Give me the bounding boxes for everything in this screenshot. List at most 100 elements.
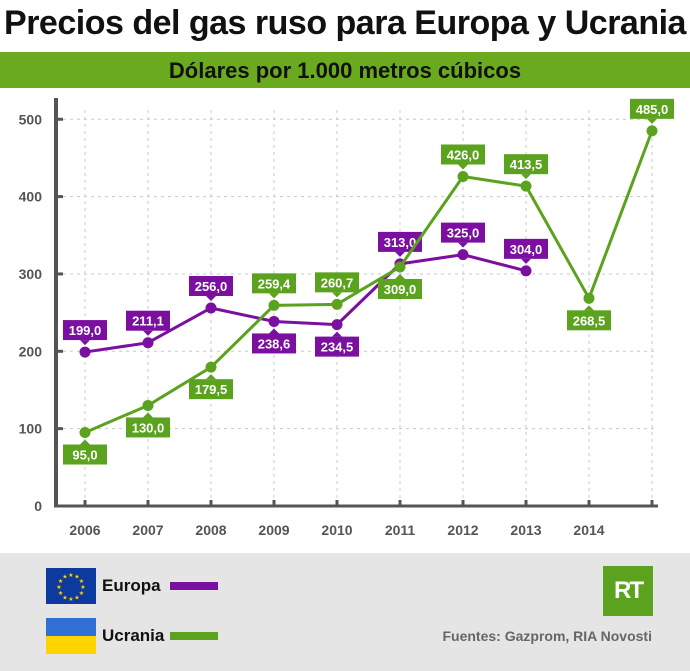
data-label-ucrania: 413,5 (504, 154, 548, 180)
data-label-pointer (458, 164, 468, 170)
data-label-pointer (332, 292, 342, 298)
y-tick-label: 400 (19, 189, 43, 205)
data-label-box (126, 417, 170, 438)
data-point-ucrania (394, 261, 406, 273)
data-point-europa (142, 337, 154, 349)
data-label-ucrania: 130,0 (126, 412, 170, 438)
svg-text:★: ★ (62, 594, 67, 601)
svg-text:★: ★ (79, 578, 84, 585)
svg-text:★: ★ (80, 584, 85, 591)
data-label-box (63, 320, 107, 341)
x-tick-label: 2014 (573, 522, 604, 538)
legend-label-ucrania: Ucrania (102, 626, 165, 645)
svg-text:★: ★ (79, 590, 84, 597)
data-label-box (189, 275, 233, 296)
data-point-europa (268, 315, 280, 327)
data-label-pointer (584, 305, 594, 311)
sources-text: Fuentes: Gazprom, RIA Novosti (442, 628, 652, 644)
data-label-text: 426,0 (447, 147, 480, 162)
data-point-europa (457, 249, 469, 261)
data-label-box (252, 273, 296, 294)
data-label-text: 95,0 (72, 448, 97, 463)
x-tick-label: 2010 (321, 522, 352, 538)
data-label-ucrania: 485,0 (630, 98, 674, 124)
legend-item-ucrania: Ucrania (46, 618, 218, 654)
legend-swatch-europa (170, 582, 218, 590)
legend-label-europa: Europa (102, 576, 161, 595)
x-tick-label: 2009 (258, 522, 289, 538)
data-label-box (504, 154, 548, 175)
data-label-ucrania: 259,4 (252, 273, 296, 299)
data-label-text: 211,1 (132, 314, 164, 329)
data-point-ucrania (331, 298, 343, 310)
data-label-text: 485,0 (636, 102, 669, 117)
x-tick-label: 2013 (510, 522, 541, 538)
data-label-europa: 304,0 (504, 238, 548, 264)
data-label-text: 325,0 (447, 226, 480, 241)
line-chart: 0 100 200 300 400 500 2006 2007 2008 2009 2010 2011… (19, 98, 674, 538)
data-label-box (441, 144, 485, 165)
data-point-europa (79, 346, 91, 358)
data-label-pointer (458, 242, 468, 248)
data-label-box (252, 333, 296, 354)
data-point-ucrania (268, 299, 280, 311)
data-point-ucrania (205, 361, 217, 373)
data-label-box (63, 444, 107, 465)
data-label-europa: 256,0 (189, 275, 233, 301)
data-point-ucrania (520, 180, 532, 192)
data-label-box (378, 231, 422, 252)
data-label-text: 413,5 (510, 157, 543, 172)
data-label-europa: 325,0 (441, 222, 485, 248)
y-tick-label: 300 (19, 266, 43, 282)
data-label-ucrania: 426,0 (441, 144, 485, 170)
svg-text:★: ★ (68, 596, 73, 603)
data-label-pointer (332, 331, 342, 337)
data-label-text: 256,0 (195, 279, 228, 294)
data-label-text: 268,5 (573, 313, 606, 328)
data-label-text: 260,7 (321, 275, 354, 290)
data-label-pointer (521, 258, 531, 264)
data-label-europa: 199,0 (63, 320, 107, 346)
ukraine-flag-icon (46, 618, 96, 654)
data-label-pointer (395, 251, 405, 257)
data-label-europa: 238,6 (252, 328, 296, 354)
data-label-box (567, 310, 611, 331)
chart-subtitle: Dólares por 1.000 metros cúbicos (168, 58, 522, 83)
data-label-text: 309,0 (384, 282, 417, 297)
data-label-europa: 234,5 (315, 331, 359, 357)
svg-text:★: ★ (68, 572, 73, 579)
data-label-ucrania: 260,7 (315, 272, 359, 298)
data-label-europa: 211,1 (126, 310, 170, 336)
data-label-pointer (80, 340, 90, 346)
svg-text:★: ★ (74, 594, 79, 601)
data-label-box (504, 238, 548, 259)
data-point-ucrania (79, 427, 91, 439)
y-tick-label: 200 (19, 343, 43, 359)
x-tick-label: 2006 (69, 522, 100, 538)
data-label-box (378, 278, 422, 299)
data-label-text: 130,0 (132, 420, 165, 435)
subtitle-bar (0, 52, 690, 88)
chart-title: Precios del gas ruso para Europa y Ucran… (4, 4, 686, 42)
data-label-ucrania: 95,0 (63, 439, 107, 465)
data-label-europa: 313,0 (378, 231, 422, 257)
data-label-pointer (647, 118, 657, 124)
data-label-box (630, 98, 674, 119)
series-line-ucrania (84, 130, 654, 434)
data-label-pointer (521, 174, 531, 180)
rt-logo: RT (603, 566, 653, 616)
data-point-ucrania (583, 292, 595, 304)
svg-text:★: ★ (62, 574, 67, 581)
data-label-pointer (143, 412, 153, 418)
data-point-europa (331, 319, 343, 331)
data-label-text: 234,5 (321, 340, 354, 355)
data-label-ucrania: 268,5 (567, 305, 611, 331)
data-label-text: 259,4 (258, 276, 291, 291)
x-tick-label: 2008 (195, 522, 226, 538)
y-tick-label: 0 (34, 498, 42, 514)
data-label-pointer (269, 293, 279, 299)
svg-text:★: ★ (56, 584, 61, 591)
data-label-box (126, 310, 170, 331)
legend-swatch-ucrania (170, 632, 218, 640)
series-line-europa (84, 253, 527, 354)
